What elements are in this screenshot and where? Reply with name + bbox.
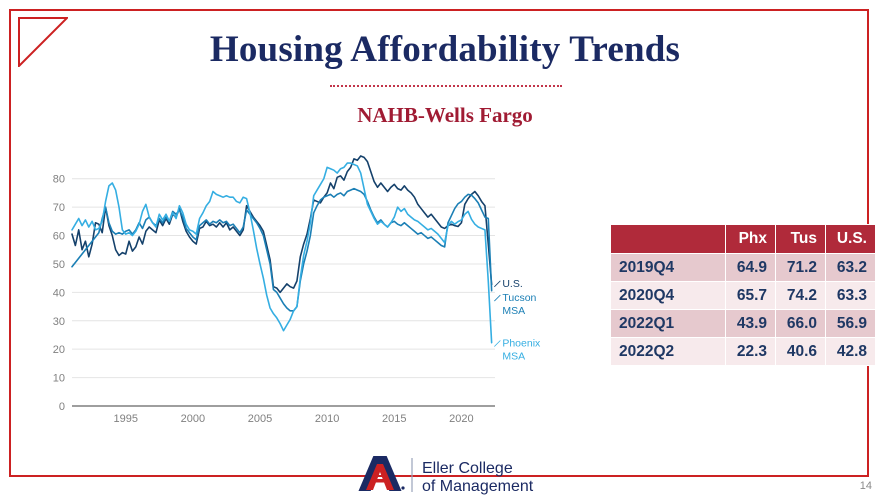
table-header-row: Phx Tus U.S.: [610, 224, 876, 254]
column-header-tus: Tus: [775, 224, 826, 254]
svg-text:70: 70: [53, 202, 65, 214]
table-row: 2019Q4 64.9 71.2 63.2: [610, 253, 876, 282]
chart-x-axis-labels: 1995 2000 2005 2010 2015 2020: [113, 413, 473, 425]
arizona-a-icon: [358, 456, 405, 491]
svg-text:10: 10: [53, 373, 65, 385]
table-row: 2022Q2 22.3 40.6 42.8: [610, 337, 876, 366]
cell-us: 42.8: [825, 337, 876, 366]
logo-line-1: Eller College: [422, 460, 513, 477]
svg-text:30: 30: [53, 316, 65, 328]
cell-period: 2022Q2: [610, 337, 726, 366]
svg-text:80: 80: [53, 174, 65, 186]
affordability-table: Phx Tus U.S. 2019Q4 64.9 71.2 63.2 2020Q…: [610, 224, 876, 366]
table-head: Phx Tus U.S.: [610, 224, 876, 254]
footer-rule-left: [140, 475, 340, 477]
cell-tus: 74.2: [775, 281, 826, 310]
cell-us: 63.3: [825, 281, 876, 310]
cell-tus: 66.0: [775, 309, 826, 338]
cell-phx: 65.7: [725, 281, 776, 310]
column-header-phx: Phx: [725, 224, 776, 254]
svg-text:1995: 1995: [113, 413, 137, 425]
table-body: 2019Q4 64.9 71.2 63.2 2020Q4 65.7 74.2 6…: [610, 253, 876, 366]
svg-text:2000: 2000: [181, 413, 205, 425]
chart-series-lines: [71, 155, 493, 344]
svg-text:20: 20: [53, 344, 65, 356]
svg-text:MSA: MSA: [502, 305, 525, 317]
page-title: Housing Affordability Trends: [209, 29, 681, 70]
affordability-line-chart: 0 10 20 30 40 50 60 70 80 1995 2000 2005 2010 2015 20…: [40, 150, 580, 440]
cell-tus: 71.2: [775, 253, 826, 282]
svg-text:2005: 2005: [248, 413, 272, 425]
cell-period: 2022Q1: [610, 309, 726, 338]
chart-svg: 0 10 20 30 40 50 60 70 80 1995 2000 2005 2010 2015 20…: [53, 155, 541, 425]
cell-us: 56.9: [825, 309, 876, 338]
cell-phx: 64.9: [725, 253, 776, 282]
column-header-period: [610, 224, 726, 254]
cell-tus: 40.6: [775, 337, 826, 366]
cell-period: 2019Q4: [610, 253, 726, 282]
svg-text:50: 50: [53, 259, 65, 271]
slide-footer: Eller College of Management: [0, 452, 890, 498]
column-header-us: U.S.: [825, 224, 876, 254]
table-row: 2022Q1 43.9 66.0 56.9: [610, 309, 876, 338]
svg-text:2020: 2020: [449, 413, 473, 425]
cell-phx: 22.3: [725, 337, 776, 366]
logo-line-2: of Management: [422, 478, 534, 495]
data-table: Phx Tus U.S. 2019Q4 64.9 71.2 63.2 2020Q…: [610, 224, 876, 366]
table-row: 2020Q4 65.7 74.2 63.3: [610, 281, 876, 310]
svg-text:40: 40: [53, 287, 65, 299]
svg-text:MSA: MSA: [502, 351, 525, 363]
svg-text:2015: 2015: [382, 413, 406, 425]
cell-period: 2020Q4: [610, 281, 726, 310]
page-number: 14: [859, 480, 872, 492]
cell-phx: 43.9: [725, 309, 776, 338]
footer-rule-right: [548, 475, 748, 477]
title-divider: [330, 85, 562, 87]
svg-text:2010: 2010: [315, 413, 339, 425]
svg-text:0: 0: [59, 401, 65, 413]
chart-y-axis-labels: 0 10 20 30 40 50 60 70 80: [53, 174, 65, 413]
svg-text:U.S.: U.S.: [502, 278, 522, 290]
eller-college-logo: Eller College of Management: [358, 456, 534, 495]
svg-text:Phoenix: Phoenix: [502, 338, 541, 350]
chart-gridlines: [72, 178, 495, 379]
svg-text:60: 60: [53, 231, 65, 243]
cell-us: 63.2: [825, 253, 876, 282]
page-subtitle: NAHB-Wells Fargo: [357, 103, 533, 127]
svg-text:Tucson: Tucson: [502, 292, 536, 304]
